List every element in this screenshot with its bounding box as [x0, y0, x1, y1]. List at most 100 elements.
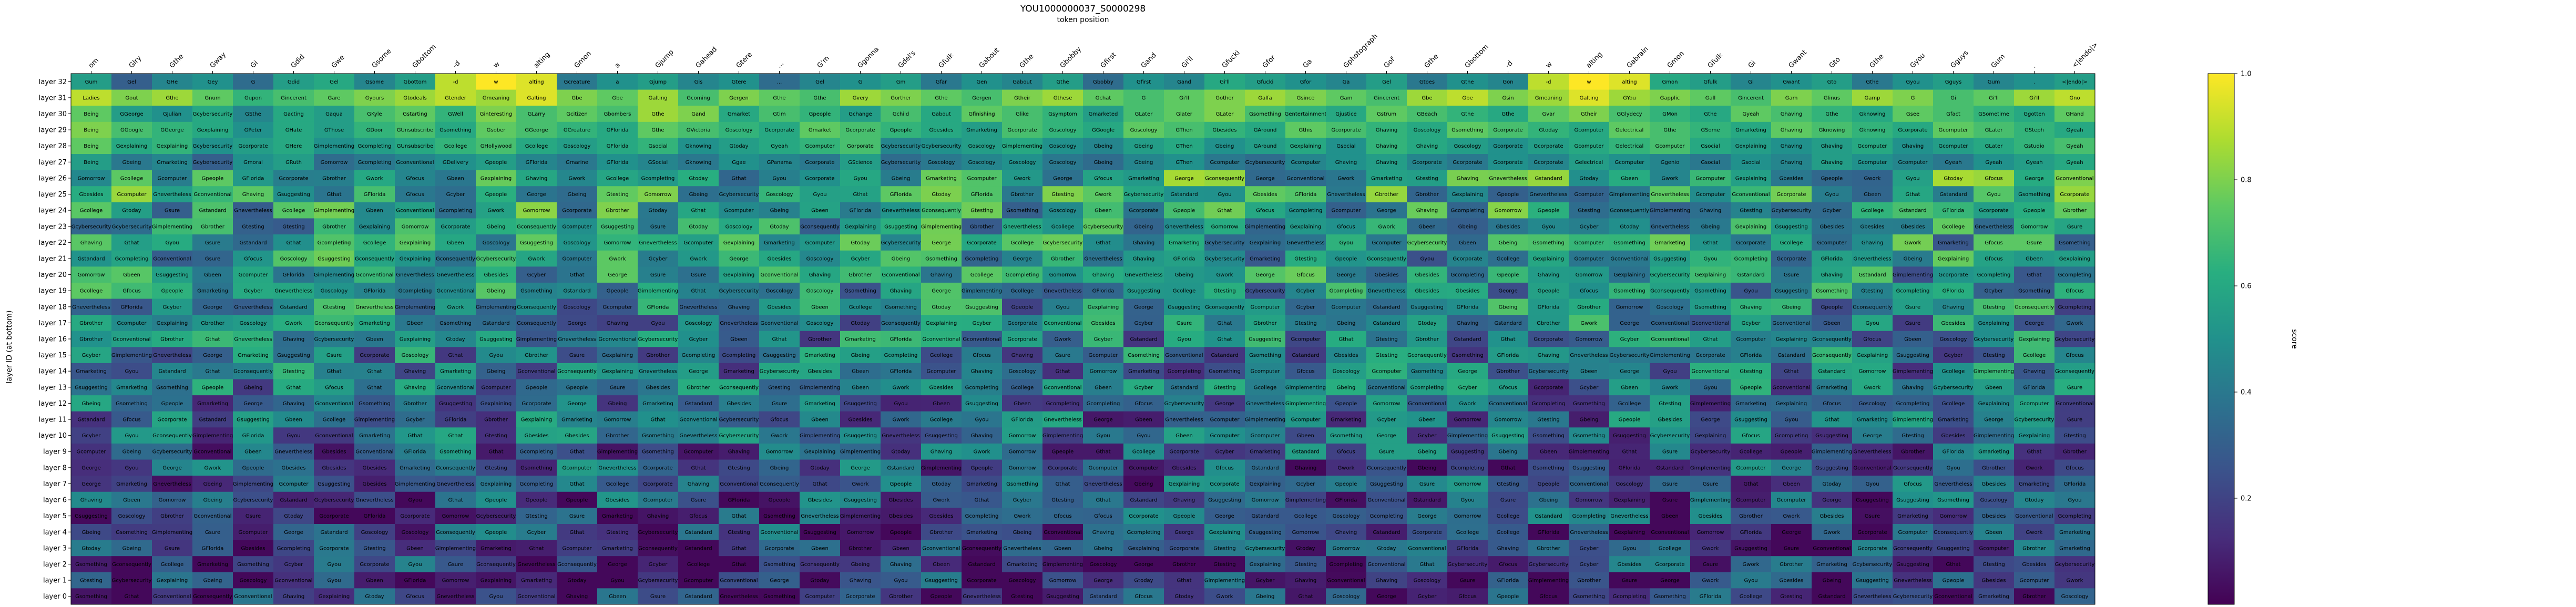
cell-token-label: Ghaving [283, 337, 305, 343]
cell-token-label: Gexplaining [1128, 546, 1159, 551]
cell-token-label: Gconventional [1408, 546, 1446, 551]
heatmap-cell [1974, 89, 2015, 106]
cell-token-label: Gbrother [1172, 562, 1197, 568]
cell-token-label: Gpeople [809, 111, 831, 117]
cell-token-label: Gtere [732, 79, 747, 85]
cell-token-label: Gbeing [122, 449, 141, 455]
cell-token-label: Gnevertheless [1934, 481, 1972, 487]
cell-token-label: Gomorrow [847, 530, 874, 536]
cell-token-label: Gcomputer [239, 530, 269, 536]
cell-token-label: Gtoday [1539, 128, 1558, 133]
cell-token-label: Gtesting [768, 385, 790, 390]
cell-token-label: George [1093, 578, 1112, 584]
cell-token-label: Goscology [564, 143, 591, 149]
cell-token-label: GGoogle [120, 128, 143, 133]
cell-token-label: Gcyber [649, 256, 668, 262]
cell-token-label: Gconsequently [1650, 289, 1690, 294]
cell-token-label: Gthat [407, 433, 422, 439]
cell-token-label: Gcybersecurity [476, 513, 516, 519]
cell-token-label: Gconventional [355, 272, 393, 278]
heatmap-cell [1447, 74, 1488, 90]
cell-token-label: Gexplaining [1169, 481, 1200, 487]
cell-token-label: Gimplementing [962, 289, 1002, 294]
cell-token-label: Gcorporate [360, 353, 389, 358]
cell-token-label: Gnevertheless [598, 465, 636, 471]
cell-token-label: Gcybersecurity [2055, 337, 2095, 343]
cell-token-label: Gthat [691, 465, 706, 471]
cell-token-label: Gsomething [237, 562, 269, 568]
cell-token-label: GUnsubscribe [397, 143, 433, 149]
heatmap-cell [1650, 74, 1691, 90]
cell-token-label: Gcomputer [1736, 465, 1766, 471]
cell-token-label: Gcorporate [319, 513, 349, 519]
cell-token-label: Gimplementing [1245, 224, 1285, 230]
cell-token-label: Gconsequently [962, 546, 1001, 551]
cell-token-label: Ghaving [1173, 498, 1195, 503]
cell-token-label: Gcomputer [1089, 353, 1119, 358]
colorbar-tick-label: 1.0 [2241, 70, 2252, 78]
cell-token-label: Gtoday [932, 481, 950, 487]
cell-token-label: Ghaving [1335, 530, 1357, 536]
cell-token-label: Gimplementing [314, 208, 354, 214]
cell-token-label: Gexplaining [602, 353, 633, 358]
cell-token-label: Gfocus [1256, 208, 1274, 214]
x-tick-label: Gwant [1787, 49, 1808, 70]
cell-token-label: Gimplementing [1650, 208, 1690, 214]
cell-token-label: George [81, 465, 100, 471]
cell-token-label: Gsomething [2018, 192, 2050, 198]
cell-token-label: Gthat [1703, 240, 1718, 246]
x-tick-label: . [2030, 63, 2038, 70]
cell-token-label: Ghaving [2023, 369, 2046, 375]
cell-token-label: Gthat [448, 498, 463, 503]
cell-token-label: Gtoday [689, 176, 708, 181]
cell-token-label: Gcomputer [805, 143, 835, 149]
cell-token-label: Gsure [1460, 578, 1475, 584]
cell-token-label: Gmarketing [926, 176, 957, 181]
cell-token-label: Gthe [1501, 111, 1514, 117]
cell-token-label: Gmarketing [197, 289, 228, 294]
cell-token-label: Gbeen [366, 578, 383, 584]
cell-token-label: Gsuggesting [1896, 353, 1929, 358]
cell-token-label: Gtoday [1620, 224, 1639, 230]
cell-token-label: Gcollege [1294, 513, 1317, 519]
cell-token-label: Gcyber [1134, 385, 1154, 390]
cell-token-label: Gwork [1783, 513, 1800, 519]
cell-token-label: Gcompleting [1977, 272, 2011, 278]
cell-token-label: Gcompleting [1330, 562, 1363, 568]
cell-token-label: Gconventional [2015, 513, 2053, 519]
cell-token-label: Gjustice [1335, 111, 1356, 117]
heatmap-cell [597, 74, 638, 90]
cell-token-label: Gconventional [517, 369, 555, 375]
cell-token-label: Gbrother [808, 337, 832, 343]
cell-token-label: Gsomething [1451, 128, 1484, 133]
cell-token-label: Ghaving [971, 433, 993, 439]
cell-token-label: Gsuggesting [1734, 546, 1767, 551]
heatmap-cell [921, 89, 962, 106]
cell-token-label: Gbesides [1982, 481, 2006, 487]
cell-token-label: Gthe [1056, 79, 1069, 85]
cell-token-label: Gnevertheless [153, 192, 191, 198]
heatmap-cell [1771, 121, 1812, 138]
heatmap-cell [71, 121, 112, 138]
cell-token-label: Gconventional [1044, 385, 1081, 390]
cell-token-label: Gcorporate [764, 128, 794, 133]
cell-token-label: Gimplementing [476, 304, 516, 310]
cell-token-label: Gexplaining [1250, 562, 1281, 568]
cell-token-label: Gbeen [1580, 369, 1598, 375]
cell-token-label: Gconsequently [1610, 208, 1649, 214]
cell-token-label: Gwork [488, 208, 505, 214]
cell-token-label: Gsure [205, 240, 220, 246]
cell-token-label: Gomorrow [1090, 369, 1117, 375]
heatmap-cell [719, 89, 760, 106]
cell-token-label: Gcorporate [1412, 160, 1442, 166]
cell-token-label: Gentertainment [1285, 111, 1327, 117]
cell-token-label: GFlorida [647, 304, 669, 310]
cell-token-label: Being [84, 128, 98, 133]
cell-token-label: Gapplic [1660, 95, 1680, 101]
cell-token-label: Gsure [650, 272, 666, 278]
cell-token-label: Gbrother [1010, 192, 1035, 198]
cell-token-label: GFlorida [121, 304, 143, 310]
heatmap-cell [516, 138, 557, 155]
heatmap-cell [1123, 74, 1164, 90]
cell-token-label: Gconventional [436, 385, 474, 390]
